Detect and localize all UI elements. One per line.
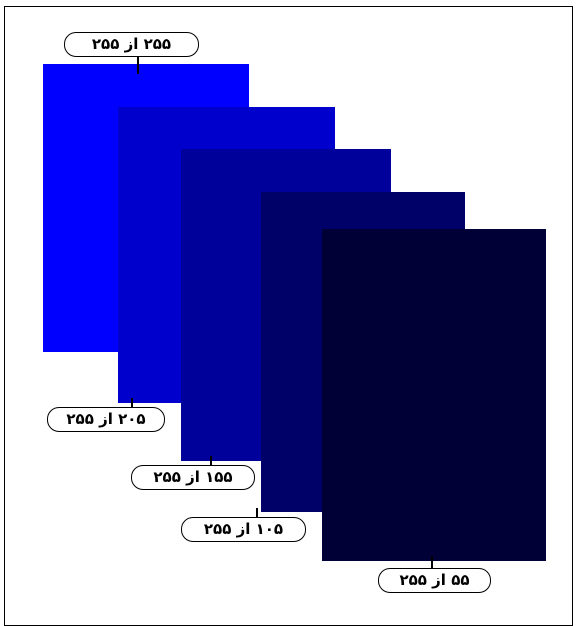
label-connector [131,398,133,412]
label-connector [210,456,212,468]
panel-55 [322,229,546,561]
label-connector [256,508,258,520]
value-label-105: ۱۰۵ از ۲۵۵ [181,517,306,542]
value-label-155: ۱۵۵ از ۲۵۵ [131,465,255,490]
value-label-205: ۲۰۵ از ۲۵۵ [47,407,165,432]
value-label-55: ۵۵ از ۲۵۵ [378,568,491,593]
value-label-255: ۲۵۵ از ۲۵۵ [64,32,199,57]
label-connector [431,556,433,570]
label-connector [137,56,139,74]
